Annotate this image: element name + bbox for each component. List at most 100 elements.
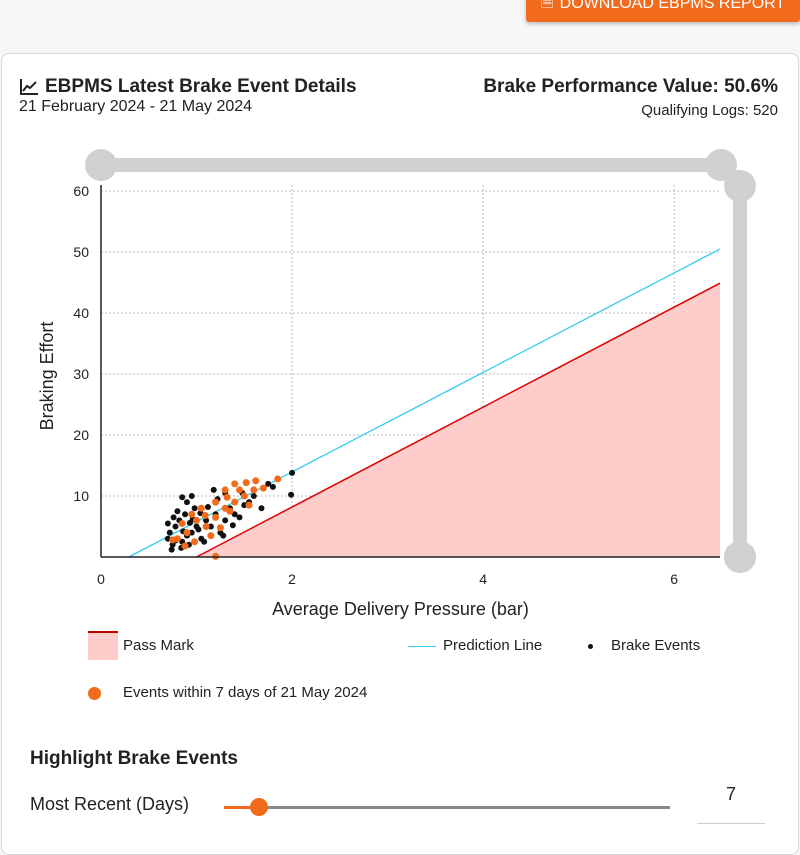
qualifying-logs: Qualifying Logs: 520 xyxy=(641,102,778,119)
brake-event-point xyxy=(188,493,195,500)
recent-event-point xyxy=(197,504,205,512)
y-tick-label: 60 xyxy=(73,183,89,199)
brake-event-point xyxy=(258,505,265,512)
y-zoom-handle[interactable] xyxy=(724,170,756,202)
legend-events-swatch xyxy=(588,644,593,649)
brake-event-point xyxy=(164,520,171,527)
recent-event-point xyxy=(188,510,196,518)
brake-event-point xyxy=(207,523,214,530)
y-tick-label: 20 xyxy=(73,427,89,443)
recent-event-point xyxy=(259,484,267,492)
brake-event-point xyxy=(201,538,208,545)
recent-event-point xyxy=(252,477,260,485)
brake-event-point xyxy=(169,541,176,548)
recent-event-point xyxy=(245,501,253,509)
recent-event-point xyxy=(221,486,229,494)
brake-event-point xyxy=(166,529,173,536)
pdf-icon: 🗎 xyxy=(540,0,554,11)
recent-event-point xyxy=(236,486,244,494)
legend-pass-swatch xyxy=(88,631,118,660)
recent-event-point xyxy=(223,493,231,501)
recent-event-point xyxy=(231,498,239,506)
y-axis-label: Braking Effort xyxy=(37,322,57,431)
brake-event-point xyxy=(265,480,272,487)
legend-recent-swatch xyxy=(88,687,101,700)
scatter-chart: 0 2 4 6 10 20 30 40 50 60 Average Delivery Pressur… xyxy=(37,149,756,619)
legend-brake-events: Brake Events xyxy=(611,637,701,654)
brake-event-point xyxy=(231,511,238,518)
most-recent-value[interactable]: 7 xyxy=(725,784,736,804)
recent-event-point xyxy=(240,492,248,500)
y-zoom-handle[interactable] xyxy=(724,541,756,573)
recent-event-point xyxy=(212,498,220,506)
recent-event-point xyxy=(216,524,224,532)
x-zoom-track[interactable] xyxy=(101,158,721,172)
recent-event-point xyxy=(181,542,189,550)
slider-fill xyxy=(224,806,259,809)
x-axis-label: Average Delivery Pressure (bar) xyxy=(272,599,529,619)
y-tick-label: 10 xyxy=(73,488,89,504)
recent-event-point xyxy=(202,523,210,531)
value-underline xyxy=(697,823,765,824)
brake-event-point xyxy=(191,505,198,512)
recent-event-point xyxy=(178,519,186,527)
brake-event-point xyxy=(172,523,179,530)
x-zoom-handle[interactable] xyxy=(85,149,117,181)
brake-event-point xyxy=(204,503,211,510)
x-tick-label: 2 xyxy=(288,571,296,587)
brake-event-point xyxy=(182,511,189,518)
brake-event-point xyxy=(222,517,229,524)
date-range: 21 February 2024 - 21 May 2024 xyxy=(19,98,253,115)
y-tick-label: 30 xyxy=(73,366,89,382)
brake-event-point xyxy=(183,499,190,506)
brake-event-point xyxy=(241,502,248,509)
line-chart-icon xyxy=(20,79,38,95)
legend-prediction-swatch xyxy=(408,646,436,647)
legend-pass-mark: Pass Mark xyxy=(123,637,194,654)
legend-prediction-line: Prediction Line xyxy=(443,637,543,654)
recent-event-point xyxy=(242,479,250,487)
recent-event-point xyxy=(250,486,258,494)
brake-event-point xyxy=(174,508,181,515)
recent-event-point xyxy=(201,512,209,520)
brake-event-point xyxy=(288,491,295,498)
slider-thumb[interactable] xyxy=(249,798,268,816)
recent-event-point xyxy=(212,513,220,521)
y-tick-label: 50 xyxy=(73,244,89,260)
x-tick-label: 6 xyxy=(670,571,678,587)
brake-event-point xyxy=(179,494,186,501)
y-zoom-track[interactable] xyxy=(733,186,747,556)
brake-performance-value: Brake Performance Value: 50.6% xyxy=(483,76,778,97)
brake-event-point xyxy=(250,493,257,500)
brake-event-point xyxy=(269,483,276,490)
brake-event-point xyxy=(210,486,217,493)
y-tick-label: 40 xyxy=(73,305,89,321)
recent-event-point xyxy=(226,507,234,515)
brake-event-point xyxy=(186,519,193,526)
x-tick-label: 4 xyxy=(479,571,487,587)
most-recent-slider[interactable] xyxy=(224,798,670,816)
recent-event-point xyxy=(207,532,215,540)
most-recent-label: Most Recent (Days) xyxy=(30,794,190,814)
brake-event-point xyxy=(188,529,195,536)
x-tick-label: 0 xyxy=(97,571,105,587)
brake-event-point xyxy=(195,526,202,533)
recent-event-point xyxy=(183,529,191,537)
card-title: EBPMS Latest Brake Event Details xyxy=(19,76,357,98)
pass-mark-line xyxy=(196,282,721,558)
brake-event-point xyxy=(170,514,177,521)
brake-event-point xyxy=(220,532,227,539)
recent-event-point xyxy=(193,516,201,524)
highlight-title: Highlight Brake Events xyxy=(30,748,238,769)
recent-event-point xyxy=(231,480,239,488)
brake-event-point xyxy=(289,469,296,476)
brake-event-point xyxy=(236,514,243,521)
recent-event-point xyxy=(191,538,199,546)
download-report-button[interactable]: 🗎 DOWNLOAD EBPMS REPORT xyxy=(526,0,800,22)
x-zoom-handle[interactable] xyxy=(705,149,737,181)
brake-event-point xyxy=(229,522,236,529)
recent-event-point xyxy=(169,536,177,544)
recent-event-point xyxy=(274,475,282,483)
legend-recent-events: Events within 7 days of 21 May 2024 xyxy=(123,684,368,701)
brake-event-point xyxy=(168,546,175,553)
